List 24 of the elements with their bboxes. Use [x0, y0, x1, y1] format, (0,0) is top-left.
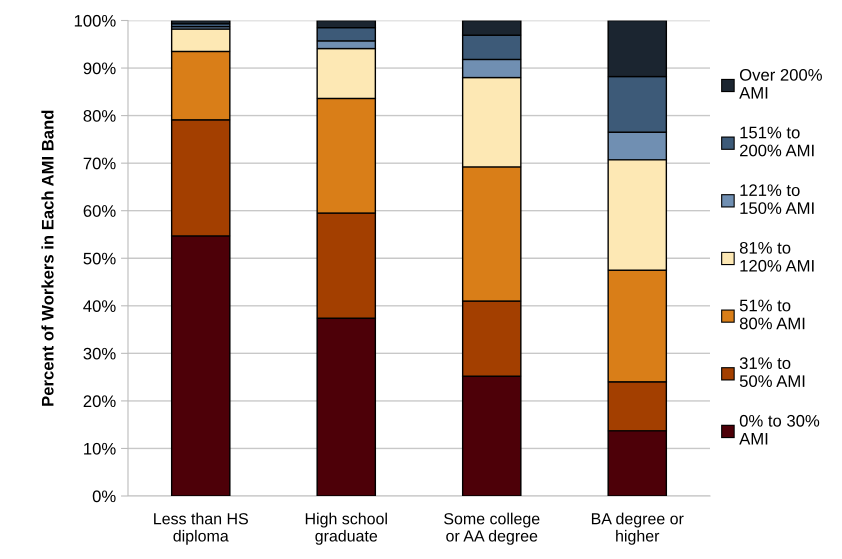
x-tick-label: Less than HS diploma: [154, 512, 248, 545]
y-tick-label: 30%: [83, 348, 116, 360]
y-tick-label: 40%: [83, 300, 116, 312]
y-tick-label: 80%: [84, 110, 116, 122]
legend-label: 151% to 200% AMI: [740, 126, 814, 156]
legend-label: Over 200% AMI: [739, 68, 822, 99]
y-tick-label: 90%: [84, 62, 116, 74]
y-tick-label: 0%: [92, 490, 116, 502]
bar: [170, 20, 231, 25]
y-tick-label: 100%: [74, 14, 116, 27]
y-tick-label: 20%: [84, 395, 116, 408]
legend-label: 31% to 50% AMI: [740, 357, 804, 388]
y-axis-title: Percent of Workers in Each AMI Band: [41, 110, 54, 406]
y-tick-label: 70%: [84, 158, 116, 170]
y-tick-label: 60%: [84, 205, 116, 217]
x-tick-label: BA degree or higher: [592, 512, 684, 545]
legend-label: 51% to 80% AMI: [740, 300, 804, 330]
x-tick-label: High school graduate: [306, 512, 387, 545]
y-tick-label: 50%: [84, 252, 116, 264]
legend-label: 121% to 150% AMI: [740, 184, 814, 214]
y-tick-label: 10%: [84, 442, 116, 455]
x-tick-label: Some college or AA degree: [444, 512, 540, 545]
legend-label: 0% to 30% AMI: [739, 414, 820, 444]
legend-label: 81% to 120% AMI: [740, 242, 814, 272]
